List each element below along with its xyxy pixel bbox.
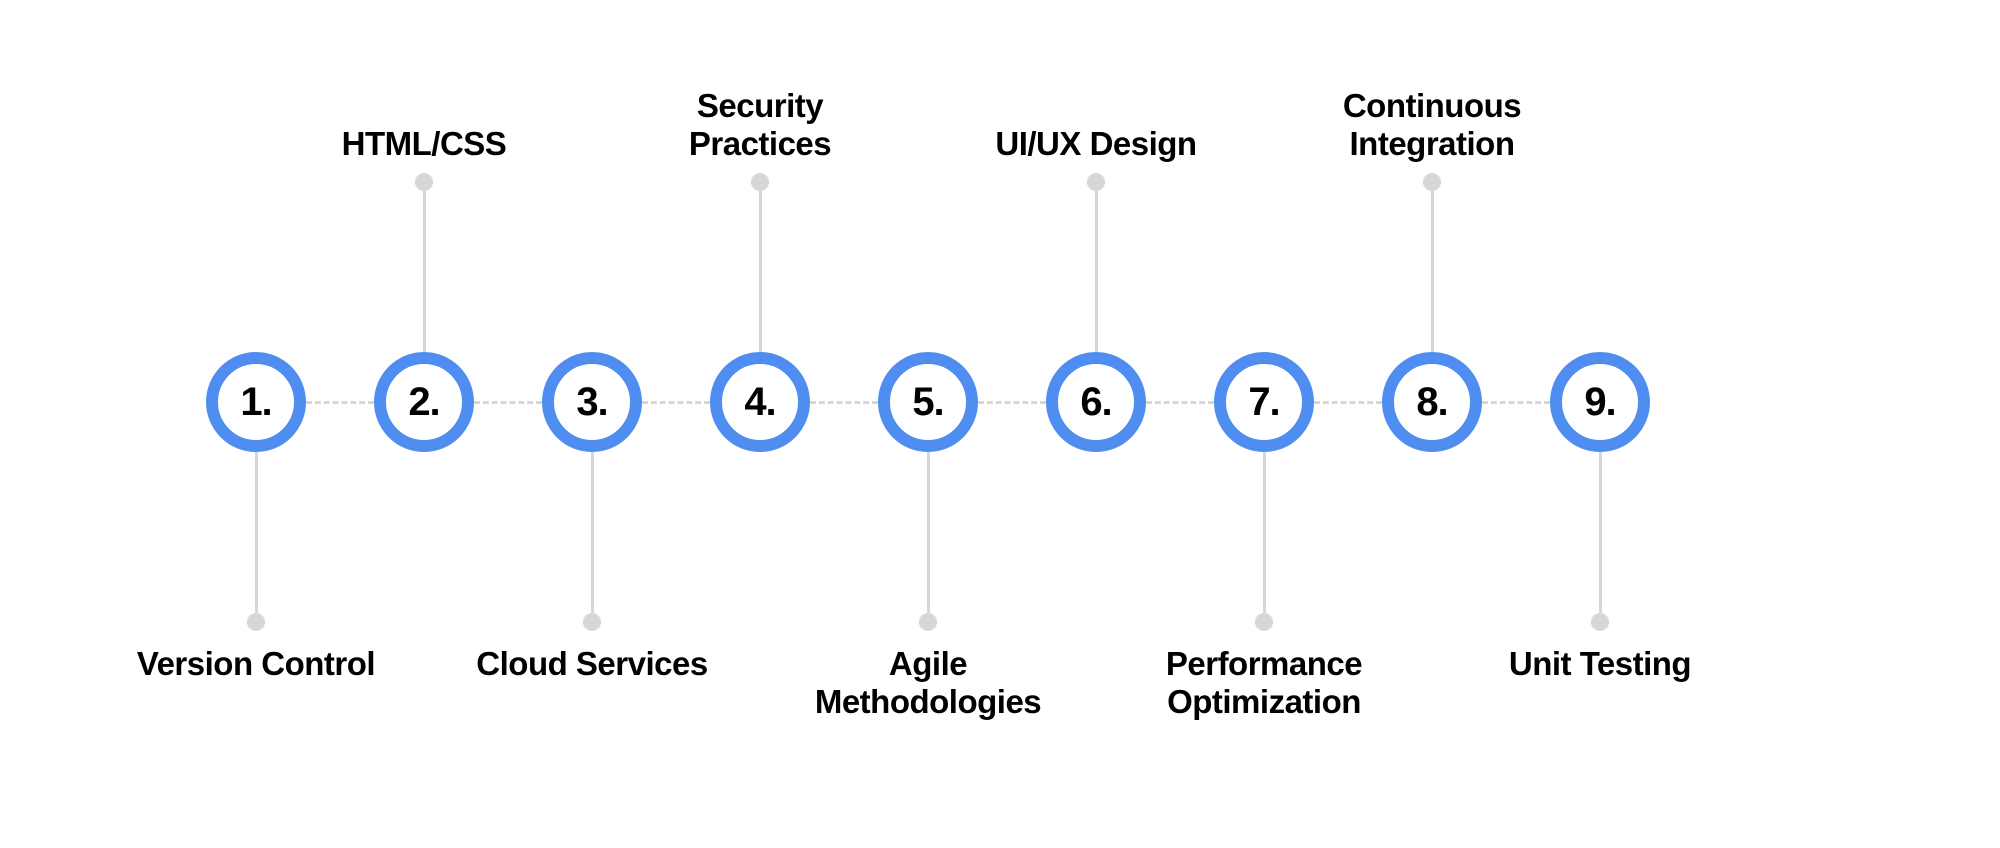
timeline-node: 3. bbox=[542, 352, 642, 452]
node-label: Cloud Services bbox=[422, 645, 762, 683]
stem-dot bbox=[919, 613, 937, 631]
node-number: 8. bbox=[1416, 380, 1447, 425]
stem-line bbox=[1599, 452, 1602, 622]
stem-line bbox=[927, 452, 930, 622]
node-label: HTML/CSS bbox=[254, 125, 594, 163]
connector bbox=[978, 401, 1046, 404]
node-label: UI/UX Design bbox=[926, 125, 1266, 163]
node-number: 5. bbox=[912, 380, 943, 425]
stem-line bbox=[423, 182, 426, 352]
timeline-node: 7. bbox=[1214, 352, 1314, 452]
timeline-node: 9. bbox=[1550, 352, 1650, 452]
stem-line bbox=[1431, 182, 1434, 352]
node-number: 6. bbox=[1080, 380, 1111, 425]
connector bbox=[810, 401, 878, 404]
node-number: 3. bbox=[576, 380, 607, 425]
timeline-node: 4. bbox=[710, 352, 810, 452]
stem-line bbox=[1095, 182, 1098, 352]
node-number: 2. bbox=[408, 380, 439, 425]
stem-dot bbox=[1423, 173, 1441, 191]
connector bbox=[1482, 401, 1550, 404]
node-label: AgileMethodologies bbox=[758, 645, 1098, 721]
connector bbox=[474, 401, 542, 404]
node-label: Version Control bbox=[86, 645, 426, 683]
stem-dot bbox=[583, 613, 601, 631]
node-label: SecurityPractices bbox=[590, 87, 930, 163]
stem-line bbox=[255, 452, 258, 622]
stem-line bbox=[1263, 452, 1266, 622]
node-number: 7. bbox=[1248, 380, 1279, 425]
stem-dot bbox=[1087, 173, 1105, 191]
node-label: Unit Testing bbox=[1430, 645, 1770, 683]
timeline-node: 1. bbox=[206, 352, 306, 452]
node-label: ContinuousIntegration bbox=[1262, 87, 1602, 163]
connector bbox=[1146, 401, 1214, 404]
connector bbox=[306, 401, 374, 404]
stem-dot bbox=[1591, 613, 1609, 631]
node-number: 1. bbox=[240, 380, 271, 425]
stem-line bbox=[591, 452, 594, 622]
node-number: 9. bbox=[1584, 380, 1615, 425]
timeline-node: 6. bbox=[1046, 352, 1146, 452]
connector bbox=[642, 401, 710, 404]
node-number: 4. bbox=[744, 380, 775, 425]
stem-dot bbox=[415, 173, 433, 191]
stem-line bbox=[759, 182, 762, 352]
node-label: PerformanceOptimization bbox=[1094, 645, 1434, 721]
timeline-node: 2. bbox=[374, 352, 474, 452]
stem-dot bbox=[247, 613, 265, 631]
stem-dot bbox=[751, 173, 769, 191]
stem-dot bbox=[1255, 613, 1273, 631]
timeline-node: 8. bbox=[1382, 352, 1482, 452]
timeline-node: 5. bbox=[878, 352, 978, 452]
connector bbox=[1314, 401, 1382, 404]
timeline-diagram: 1. Version Control 2. HTML/CSS 3. Cloud Servi… bbox=[0, 0, 2000, 848]
